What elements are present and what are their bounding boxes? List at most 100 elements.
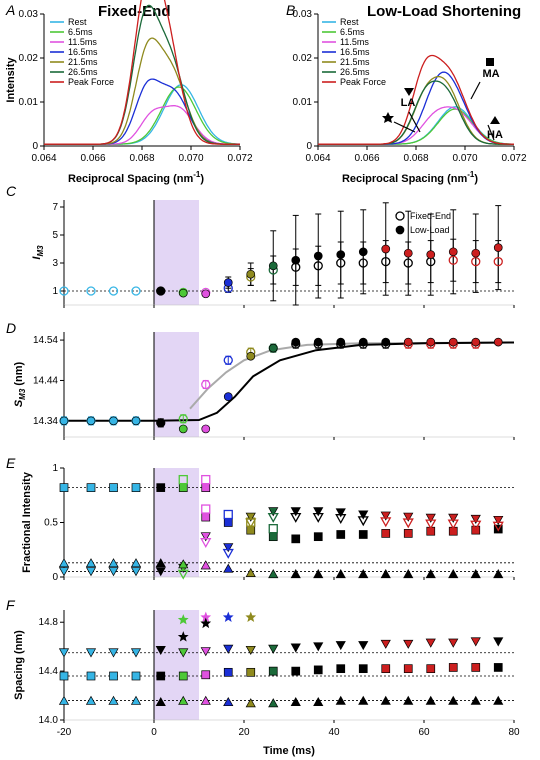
data-point-D	[403, 337, 413, 347]
data-point-D	[313, 337, 323, 347]
fit-curve-low-load	[64, 341, 515, 422]
data-point-F	[245, 698, 256, 708]
data-point-F	[222, 611, 234, 623]
x-tick-label-B: 0.072	[501, 153, 526, 164]
x-tick-label-F: -20	[57, 727, 72, 738]
data-point-C	[493, 256, 503, 267]
data-point-E	[130, 558, 142, 568]
data-point-C	[246, 269, 256, 279]
data-point-F	[425, 695, 436, 705]
y-tick-label-C: 5	[52, 230, 58, 241]
data-point-C	[358, 247, 368, 257]
data-point-E	[358, 530, 368, 539]
y-tick-label-C: 1	[52, 286, 58, 297]
data-point-F	[223, 667, 233, 677]
y-tick-label-F: 14.4	[39, 666, 59, 677]
data-point-E	[245, 567, 256, 577]
data-point-E	[380, 517, 392, 528]
panel-letter-b: B	[286, 2, 295, 18]
annotation-star-marker	[382, 112, 394, 123]
data-point-F	[200, 695, 211, 705]
data-point-F	[358, 664, 368, 674]
data-point-F	[201, 670, 211, 680]
data-point-E	[358, 569, 369, 579]
annotation-arrow	[470, 81, 481, 100]
legend-label-B: 26.5ms	[340, 67, 370, 77]
data-point-E	[108, 567, 119, 577]
data-point-E	[58, 558, 70, 568]
y-tick-label-D: 14.34	[33, 416, 58, 427]
data-point-F	[200, 617, 212, 629]
data-point-C	[395, 225, 405, 235]
legend-label-B: 11.5ms	[340, 37, 369, 47]
data-point-E	[425, 513, 436, 523]
data-point-F	[155, 696, 166, 707]
series-line-B	[318, 54, 514, 145]
data-point-E	[381, 529, 391, 538]
data-point-E	[402, 518, 414, 529]
data-point-D	[59, 416, 69, 426]
data-point-F	[493, 637, 504, 647]
y-axis-label-E: Fractional Intensity	[21, 471, 33, 573]
data-point-F	[58, 695, 70, 705]
legend-label-C: Low-Load	[410, 225, 450, 235]
data-point-F	[268, 698, 279, 708]
data-point-D	[268, 343, 278, 353]
y-tick-label-A: 0.02	[19, 53, 39, 64]
data-point-F	[471, 663, 481, 672]
data-point-E	[245, 518, 257, 529]
data-point-D	[336, 337, 346, 347]
data-point-E	[403, 512, 414, 522]
data-point-E	[109, 483, 118, 492]
data-point-F	[223, 696, 234, 707]
data-point-D	[358, 337, 368, 347]
data-point-F	[178, 695, 189, 705]
data-point-E	[268, 569, 279, 579]
data-point-E	[177, 569, 189, 580]
data-point-E	[59, 483, 69, 492]
panel-b-title: Low-Load Shortening	[367, 3, 521, 20]
data-point-E	[313, 507, 324, 517]
y-tick-label-F: 14.0	[39, 715, 59, 726]
data-point-E	[267, 512, 279, 523]
data-point-F	[178, 671, 188, 681]
y-tick-label-D: 14.54	[33, 335, 58, 346]
x-tick-label-B: 0.070	[452, 153, 477, 164]
data-point-D	[246, 351, 256, 361]
data-point-F	[426, 664, 436, 674]
data-point-D	[223, 355, 233, 365]
data-point-F	[246, 667, 256, 677]
data-point-F	[85, 648, 97, 658]
legend-label-B: 16.5ms	[340, 47, 370, 57]
data-point-E	[493, 515, 504, 526]
x-tick-label-F: 40	[328, 727, 340, 738]
fit-curve-fixed-end	[189, 341, 515, 410]
data-point-F	[313, 696, 324, 707]
data-point-E	[290, 507, 301, 517]
data-point-F	[403, 639, 414, 649]
x-tick-label-F: 20	[238, 727, 250, 738]
data-point-E	[335, 569, 346, 579]
data-point-E	[380, 511, 391, 521]
data-point-C	[313, 251, 323, 261]
annotation-arrow	[487, 124, 495, 141]
data-point-F	[381, 664, 391, 674]
data-point-D	[178, 424, 188, 434]
data-point-C	[156, 286, 166, 296]
y-axis-label-D: SM3 (nm)	[13, 361, 27, 407]
data-point-E	[493, 569, 504, 579]
data-point-F	[245, 611, 257, 623]
data-point-F	[313, 642, 324, 652]
data-point-F	[130, 648, 142, 658]
data-point-E	[268, 532, 278, 542]
data-point-C	[291, 255, 301, 265]
data-point-F	[425, 638, 436, 648]
data-point-F	[448, 663, 458, 672]
data-point-F	[335, 641, 346, 651]
series-line-A	[44, 0, 240, 145]
x-axis-label-B: Reciprocal Spacing (nm-1)	[342, 170, 478, 185]
data-point-D	[156, 418, 166, 428]
data-point-E	[448, 569, 459, 579]
y-tick-label-E: 1	[52, 463, 58, 474]
